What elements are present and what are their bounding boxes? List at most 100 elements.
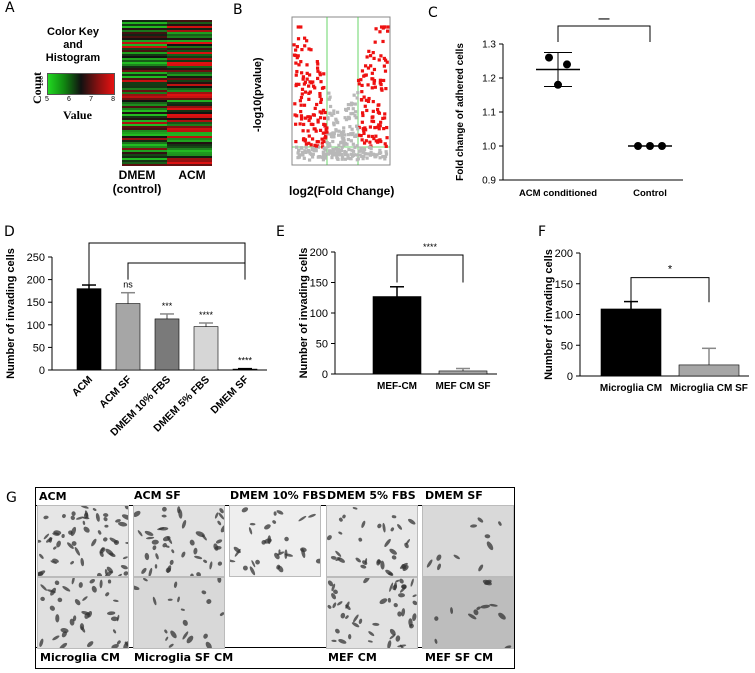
- volcano-point: [349, 112, 353, 116]
- volcano-point: [322, 85, 326, 90]
- heatmap-cell: [167, 82, 212, 84]
- micrograph-label-acm: ACM: [39, 490, 67, 503]
- micrograph-cell: [170, 630, 177, 639]
- micrograph-cell: [130, 585, 140, 591]
- heatmap-cell: [122, 30, 167, 32]
- volcano-point: [299, 146, 304, 150]
- volcano-point: [360, 120, 364, 124]
- micrograph-label-dmem-sf: DMEM SF: [425, 489, 483, 502]
- micrograph-cell: [376, 559, 381, 566]
- micrograph-image: [422, 577, 514, 650]
- heatmap-cell: [167, 132, 212, 134]
- volcano-point: [312, 127, 316, 131]
- heatmap-cell: [122, 60, 167, 62]
- heatmap-cell: [167, 152, 212, 154]
- heatmap-cell: [122, 136, 167, 138]
- micrograph-cell: [478, 564, 484, 572]
- chart-c-ytick-label: 1.2: [482, 74, 496, 85]
- volcano-point: [303, 44, 307, 48]
- volcano-point: [336, 157, 340, 161]
- panel-label-d: D: [4, 224, 15, 240]
- chart-bar: [438, 370, 488, 375]
- volcano-point: [311, 152, 315, 156]
- volcano-xlabel: log2(Fold Change): [289, 184, 395, 198]
- heatmap-cell: [122, 116, 167, 118]
- micrograph-cell: [399, 578, 404, 584]
- volcano-point: [305, 71, 309, 75]
- micrograph-cell: [331, 593, 337, 600]
- heatmap-cell: [122, 88, 167, 90]
- volcano-point: [327, 141, 331, 146]
- heatmap-cell: [122, 22, 167, 24]
- volcano-point: [353, 145, 357, 149]
- volcano-point: [343, 133, 347, 137]
- chart-c-ytick-label: 1.1: [482, 108, 496, 119]
- volcano-point: [302, 122, 306, 127]
- volcano-point: [373, 85, 377, 89]
- micrograph-image: [35, 503, 132, 579]
- volcano-point: [309, 48, 313, 52]
- micrograph-cell: [272, 520, 277, 524]
- volcano-point: [301, 129, 305, 133]
- volcano-point: [304, 142, 308, 146]
- micrograph-cell: [390, 527, 395, 532]
- volcano-point: [365, 108, 369, 113]
- chart-xtick-label: ACM: [70, 373, 96, 399]
- micrograph-cell: [82, 516, 90, 520]
- micrograph-cell: [49, 605, 55, 611]
- volcano-point: [310, 148, 314, 152]
- micrograph-cell: [434, 616, 439, 621]
- heatmap-cell: [122, 28, 167, 30]
- volcano-point: [346, 153, 350, 157]
- heatmap-cell: [167, 30, 212, 32]
- volcano-point: [296, 156, 300, 160]
- volcano-point: [377, 111, 382, 115]
- micrograph-label-microglia-cm: Microglia CM: [40, 651, 120, 664]
- heatmap-cell: [122, 96, 167, 98]
- volcano-point: [349, 157, 353, 161]
- micrograph-cell: [326, 535, 332, 541]
- volcano-point: [328, 112, 332, 116]
- volcano-point: [307, 97, 311, 101]
- volcano-point: [349, 132, 353, 136]
- volcano-point: [367, 134, 371, 138]
- micrograph-cell: [335, 628, 340, 634]
- volcano-point: [368, 153, 373, 157]
- volcano-point: [340, 135, 344, 139]
- chart-xtick-label: Microglia CM: [600, 383, 662, 394]
- volcano-point: [371, 51, 375, 55]
- volcano-point: [320, 137, 324, 141]
- volcano-point: [363, 64, 368, 68]
- micrograph-cell: [412, 613, 417, 622]
- micrograph-panel: ACM ACM SF DMEM 10% FBS DMEM 5% FBS DMEM…: [35, 487, 515, 669]
- heatmap-cell: [167, 138, 212, 140]
- volcano-point: [386, 25, 390, 29]
- heatmap-cell: [167, 52, 212, 54]
- micrograph-cell: [75, 516, 84, 520]
- heatmap-cell: [122, 68, 167, 70]
- heatmap-col-label-acm: ACM: [178, 168, 206, 182]
- volcano-point: [383, 25, 387, 29]
- micrograph-cell: [103, 513, 109, 517]
- volcano-point: [311, 145, 315, 149]
- volcano-point: [372, 56, 376, 61]
- micrograph-cell: [426, 559, 433, 568]
- micrograph-cell: [165, 545, 170, 548]
- chart-c-point: [545, 53, 553, 62]
- heatmap-cell: [122, 80, 167, 82]
- micrograph-cell: [332, 602, 337, 609]
- volcano-point: [330, 156, 334, 160]
- volcano-point: [323, 153, 327, 157]
- volcano-point: [331, 153, 335, 157]
- volcano-point: [340, 155, 345, 160]
- micrograph-cell: [83, 526, 90, 533]
- micrograph-cell: [389, 582, 394, 592]
- volcano-point: [378, 148, 382, 152]
- heatmap-cell: [167, 50, 212, 52]
- volcano-point: [336, 110, 340, 114]
- micrograph-cell: [358, 537, 363, 542]
- volcano-point: [341, 132, 345, 136]
- micrograph-cell: [218, 512, 225, 520]
- heatmap-cell: [122, 86, 167, 88]
- micrograph-cell: [473, 609, 479, 616]
